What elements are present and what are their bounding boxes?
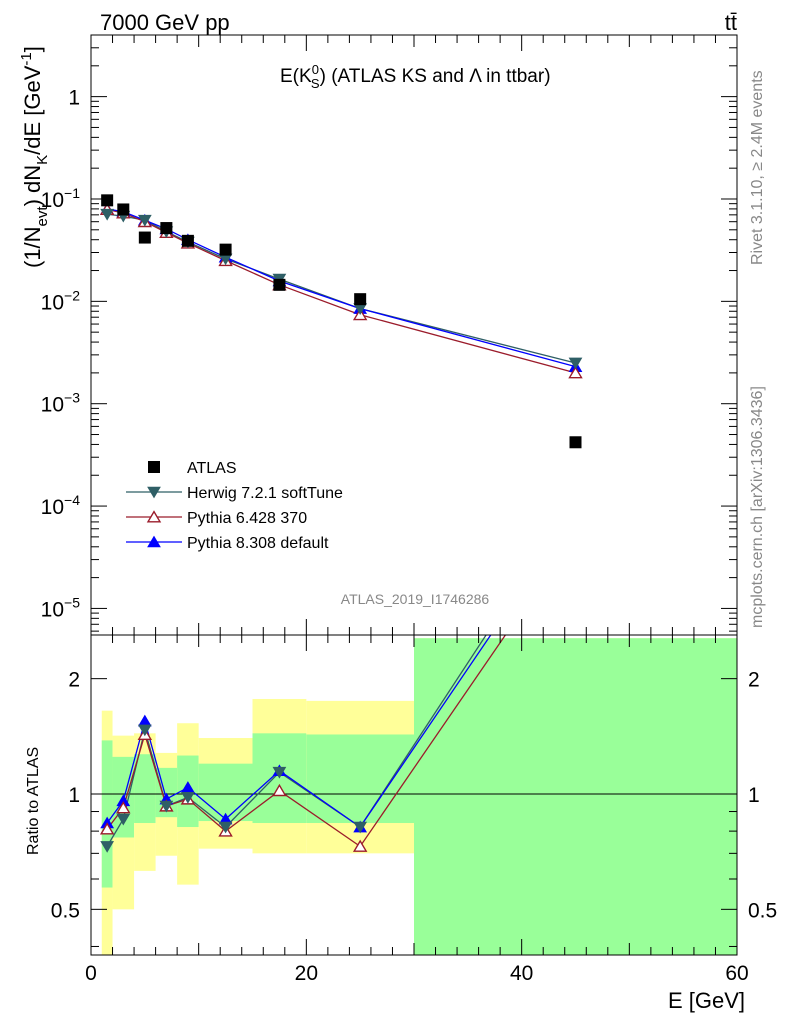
ratio-point-pythia-8-308-default [137,714,152,727]
main-x-ticks [90,35,738,635]
ratio-band-green [306,734,414,824]
header-right-text: tt̄ [725,10,737,35]
main-data-layer [99,194,583,449]
main-line-herwig-7-2-1-softtune [107,213,576,364]
ratio-point-herwig-7-2-1-softtune [116,813,131,826]
main-y-tick-label: 1 [68,87,80,110]
ratio-point-herwig-7-2-1-softtune [272,766,287,779]
ratio-band-green [198,763,253,822]
legend: ATLAS Herwig 7.2.1 softTune Pythia 6.428 3… [126,460,343,552]
mcplots-text: mcplots.cern.ch [arXiv:1306.3436] [749,386,766,628]
main-y-tick-label: 10−3 [41,390,81,417]
ratio-point-herwig-7-2-1-softtune [218,821,233,834]
ratio-point-herwig-7-2-1-softtune [181,792,195,804]
main-point-herwig-7-2-1-softtune [100,208,115,221]
x-tick-label: 40 [510,962,533,985]
ratio-y-tick-label: 1 [68,784,80,807]
ratio-point-pythia-6-428-370 [272,783,287,797]
main-point-atlas [117,203,130,216]
plot-title: E(K0 S) (ATLAS KS and Λ in ttbar) [280,62,551,91]
main-point-atlas [354,293,367,306]
ratio-point-herwig-7-2-1-softtune [353,821,368,834]
ratio-point-herwig-7-2-1-softtune [137,724,152,737]
analysis-label: ATLAS_2019_I1746286 [341,591,490,607]
ratio-point-herwig-7-2-1-softtune [100,841,115,853]
ratio-band-green [134,754,156,824]
ratio-y-tick-label-right: 2 [748,669,760,692]
main-y-ticks: 1 10−1 10−2 10−3 10−4 10−5 [41,34,737,632]
ratio-x-ticks: 0 20 40 60 [85,635,749,985]
x-tick-label: 60 [725,962,748,985]
header-left-text: 7000 GeV pp [100,10,230,35]
legend-label-atlas: ATLAS [187,460,237,477]
main-point-atlas [160,222,173,235]
ratio-y-tick-label-right: 1 [748,784,760,807]
main-point-atlas [219,243,232,256]
legend-label-pythia-8-308-default: Pythia 8.308 default [187,535,329,552]
main-point-atlas [181,234,194,247]
main-point-atlas [138,231,151,244]
main-point-atlas [569,436,582,449]
ratio-point-pythia-6-428-370 [116,801,131,814]
legend-marker-pythia-8-308-default [147,535,161,548]
main-y-tick-label: 10−5 [41,594,81,621]
legend-label-herwig-7-2-1-softtune: Herwig 7.2.1 softTune [187,485,343,502]
legend-marker-herwig-7-2-1-softtune [147,486,161,499]
main-y-axis-label: (1/Nevt) dNK/dE [GeV-1] [18,46,51,268]
ratio-y-ticks: 0.5 0.5 1 1 2 2 [51,669,777,947]
ratio-y-tick-label: 2 [68,669,80,692]
ratio-y-tick-label: 0.5 [51,899,80,922]
legend-label-pythia-6-428-370: Pythia 6.428 370 [187,510,307,527]
rivet-version-text: Rivet 3.1.10, ≥ 2.4M events [749,70,766,265]
main-panel: 1 10−1 10−2 10−3 10−4 10−5 E(K0 S) (ATLAS KS a… [18,34,738,636]
legend-marker-pythia-6-428-370 [146,510,162,523]
main-point-herwig-7-2-1-softtune [137,214,152,227]
main-y-tick-label: 10−1 [41,185,81,212]
ratio-data-layer [99,635,507,853]
main-point-atlas [273,278,286,291]
ratio-point-pythia-6-428-370 [352,839,368,852]
ratio-band-green [414,638,737,955]
ratio-bands [101,638,737,955]
main-point-pythia-6-428-370 [568,366,583,379]
ratio-point-herwig-7-2-1-softtune [159,800,174,813]
legend-marker-atlas [148,461,160,473]
main-y-tick-label: 10−4 [41,492,81,519]
ratio-y-tick-label-right: 0.5 [748,899,777,922]
main-y-tick-label: 10−2 [41,287,81,314]
main-point-herwig-7-2-1-softtune [568,357,583,370]
x-axis-label: E [GeV] [668,988,745,1013]
main-line-pythia-8-308-default [107,208,576,368]
ratio-point-pythia-6-428-370 [99,822,115,835]
ratio-band-green [101,740,113,888]
ratio-panel: 0.5 0.5 1 1 2 2 0 20 40 60 Ratio to ATLAS E [GeV… [25,634,777,1013]
x-tick-label: 20 [295,962,318,985]
ratio-y-axis-label: Ratio to ATLAS [25,747,42,855]
x-tick-label: 0 [85,962,97,985]
main-point-atlas [101,194,114,207]
